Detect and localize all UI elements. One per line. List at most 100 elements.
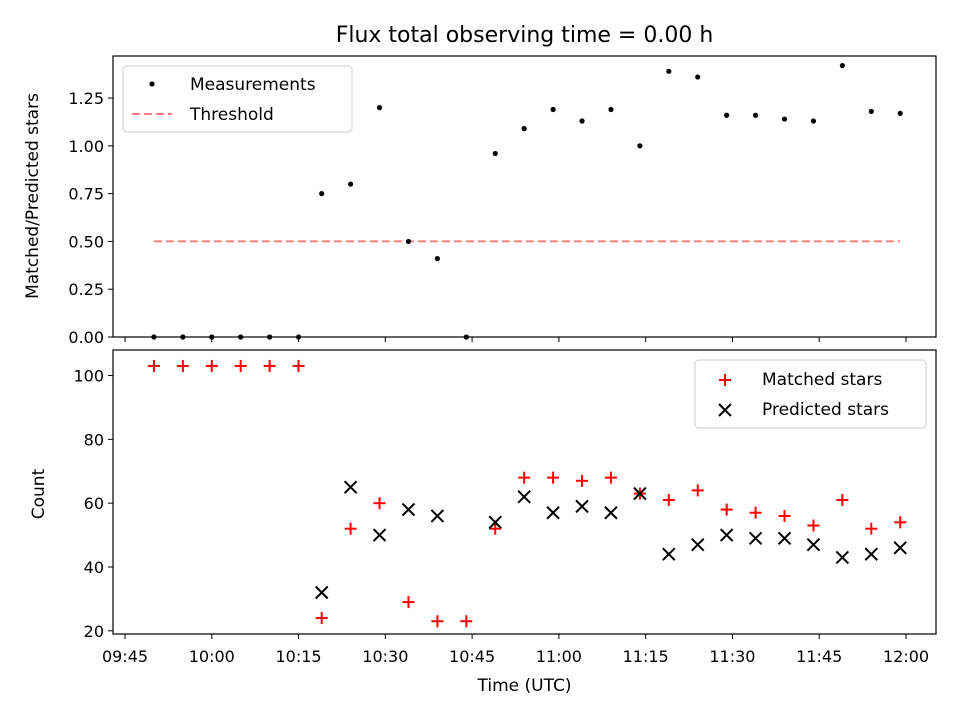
matched-star-point (234, 359, 247, 372)
bottom-legend-box (694, 359, 927, 429)
top-legend: Measurements Threshold (122, 65, 353, 133)
predicted-star-point (748, 531, 763, 545)
bottom-y-tick-label: 80 (84, 430, 104, 449)
top-axes-frame (112, 55, 937, 338)
matched-star-point (147, 359, 160, 372)
matched-star-point (402, 596, 415, 609)
matched-star-point (836, 493, 849, 506)
predicted-star-point (633, 486, 647, 501)
bottom-y-tick-label: 60 (84, 494, 104, 513)
bottom-x-axis-label: Time (UTC) (477, 676, 572, 696)
measurement-point (781, 116, 788, 122)
matched-star-point (894, 516, 907, 529)
top-y-tick-label: 0.00 (68, 328, 104, 347)
top-y-tick-label: 1.25 (68, 89, 104, 108)
top-y-tick-label: 0.75 (68, 185, 104, 204)
predicted-star-point (604, 506, 618, 520)
bottom-x-tick-label: 12:00 (883, 647, 929, 666)
bottom-x-tick-label: 10:00 (189, 647, 235, 666)
bottom-x-ticks: 09:45 10:00 10:15 10:30 10:45 11:00 11:15 11:30… (102, 634, 929, 666)
top-legend-box (122, 65, 353, 133)
measurement-point (897, 110, 903, 116)
predicted-star-point (372, 528, 387, 542)
legend-measurements-label: Measurements (190, 75, 316, 95)
measurement-point (695, 74, 701, 80)
measurement-point (492, 150, 498, 157)
top-y-tick-label: 0.50 (68, 232, 104, 251)
bottom-x-tick-label: 11:15 (623, 647, 669, 666)
legend-measurements-marker (149, 81, 155, 87)
measurement-point (752, 112, 759, 118)
measurement-point (521, 126, 527, 132)
measurement-point (348, 181, 354, 187)
top-chart-title: Flux total observing time = 0.00 h (336, 23, 714, 48)
bottom-x-tick-label: 10:15 (276, 647, 322, 666)
predicted-star-point (662, 547, 676, 561)
predicted-star-point (517, 490, 531, 504)
measurement-point (608, 106, 614, 113)
measurement-point (434, 256, 440, 262)
legend-threshold-label: Threshold (189, 105, 274, 125)
matched-star-point (749, 506, 762, 519)
measurement-point (405, 238, 412, 245)
predicted-star-point (719, 528, 734, 542)
predicted-star-point (401, 502, 416, 517)
matched-star-point (778, 509, 791, 522)
measurement-point (666, 68, 672, 74)
measurement-point (839, 62, 845, 69)
measurement-point (550, 106, 556, 113)
bottom-y-tick-label: 20 (84, 622, 104, 641)
measurement-point (319, 191, 325, 197)
matched-star-point (344, 522, 357, 535)
measurement-point (810, 118, 817, 124)
matched-star-point (720, 503, 733, 516)
legend-predicted-label: Predicted stars (762, 400, 889, 420)
predicted-star-point (777, 531, 792, 545)
matched-star-point (662, 493, 675, 506)
bottom-y-ticks: 20 40 60 80 100 (73, 367, 113, 641)
top-y-tick-label: 0.25 (68, 280, 104, 299)
measurement-point (868, 108, 874, 115)
bottom-x-tick-label: 11:00 (536, 647, 582, 666)
top-y-tick-label: 1.00 (68, 137, 104, 156)
matched-star-point (373, 497, 386, 510)
predicted-star-point (343, 480, 358, 494)
bottom-x-tick-label: 10:45 (449, 647, 495, 666)
bottom-y-axis-label: Count (29, 468, 49, 519)
matched-star-point (489, 522, 502, 535)
matched-star-point (292, 359, 305, 372)
predicted-star-point (314, 585, 329, 600)
bottom-y-tick-label: 100 (73, 367, 104, 386)
matched-star-point (176, 359, 189, 372)
matched-star-point (263, 359, 276, 372)
matched-star-point (691, 484, 704, 497)
top-y-axis-label: Matched/Predicted stars (23, 93, 43, 299)
predicted-star-point (864, 547, 878, 561)
matched-star-point (807, 519, 820, 532)
predicted-star-point (575, 499, 589, 514)
bottom-axes-frame (112, 349, 937, 635)
bottom-y-tick-label: 40 (84, 558, 104, 577)
predicted-star-point (546, 506, 560, 520)
measurement-point (376, 105, 383, 111)
matched-star-point (576, 474, 589, 487)
matched-star-point (604, 471, 617, 484)
measurement-point (724, 112, 730, 118)
predicted-star-point (488, 515, 502, 530)
matched-star-point (547, 471, 560, 484)
legend-matched-label: Matched stars (762, 370, 882, 390)
matched-star-point (460, 615, 473, 628)
matched-star-point (431, 615, 444, 628)
matched-star-point (205, 359, 218, 372)
bottom-x-tick-label: 10:30 (362, 647, 408, 666)
predicted-star-point (806, 537, 821, 552)
matched-star-point (315, 612, 328, 625)
legend-matched-marker (719, 374, 731, 386)
predicted-star-point (893, 541, 907, 555)
matched-star-point (518, 471, 531, 484)
predicted-star-point (835, 550, 850, 565)
bottom-legend: Matched stars Predicted stars (694, 359, 927, 429)
measurement-point (637, 143, 643, 149)
top-plot-area (151, 62, 903, 340)
